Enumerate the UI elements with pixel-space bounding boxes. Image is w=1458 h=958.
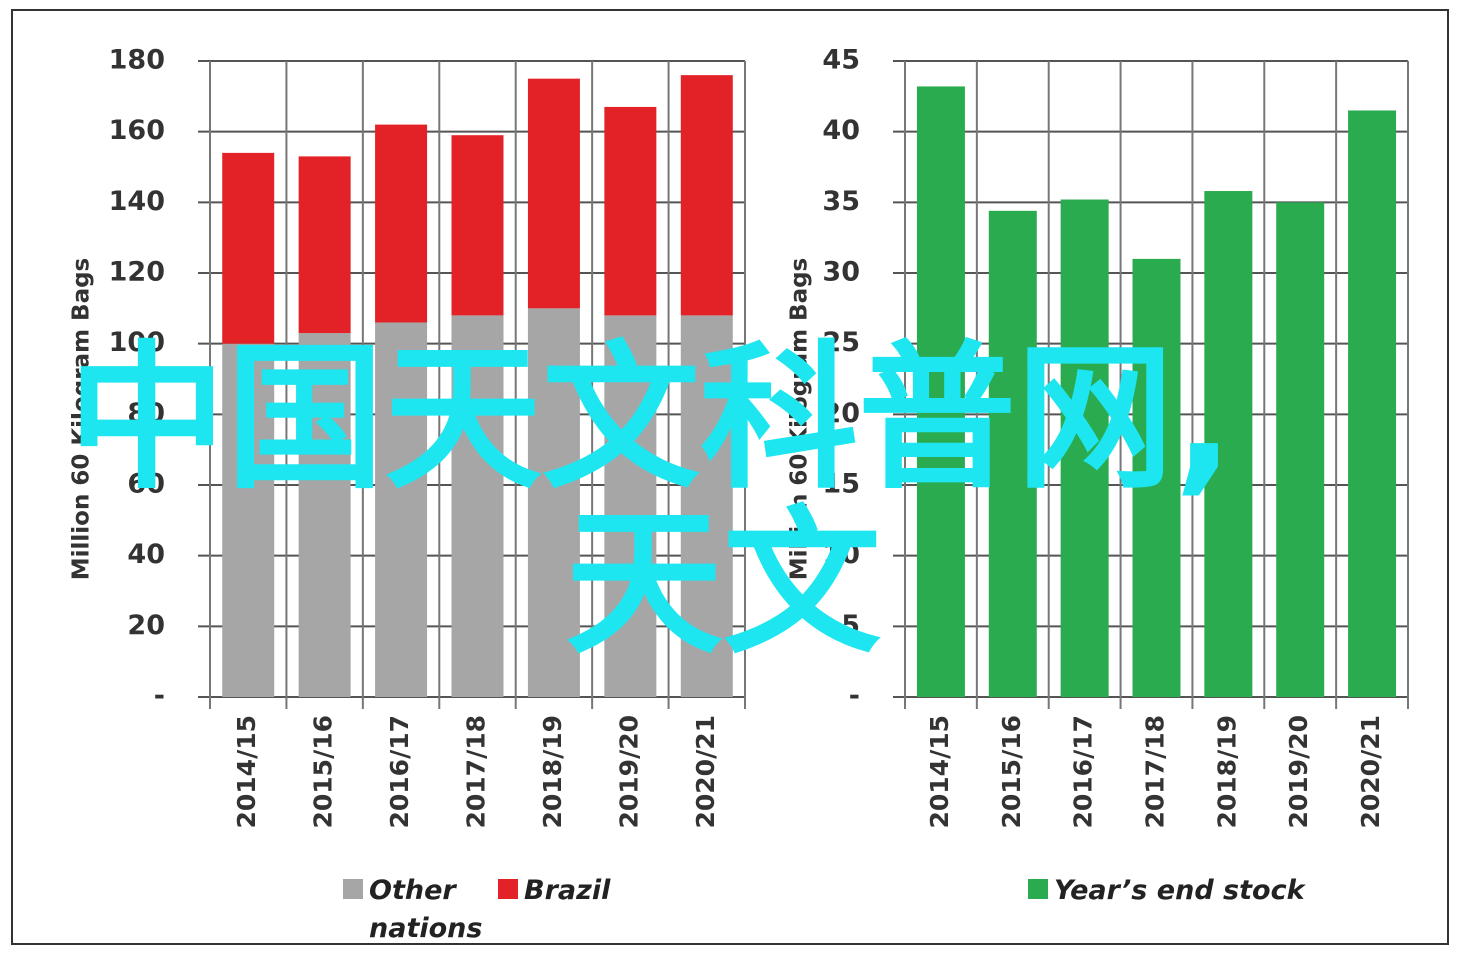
y-tick-label: 30 xyxy=(822,257,860,288)
y-tick-label: 35 xyxy=(822,186,860,217)
legend-label: Other nations xyxy=(369,875,483,944)
bar xyxy=(375,322,428,697)
bar xyxy=(680,75,733,316)
y-tick-label: 15 xyxy=(822,469,860,500)
bar xyxy=(1276,202,1325,698)
watermark: 天文 xyxy=(565,492,881,676)
bar xyxy=(916,86,965,697)
x-tick-label: 2020/21 xyxy=(691,715,720,829)
y-tick-label: 100 xyxy=(109,327,165,358)
x-tick-label: 2019/20 xyxy=(1284,715,1313,829)
bar xyxy=(604,315,657,697)
y-tick-label: 10 xyxy=(822,539,860,570)
bar xyxy=(298,333,351,697)
legend-swatch xyxy=(498,879,518,899)
bar xyxy=(375,124,428,323)
bar xyxy=(298,156,351,334)
y-axis-label: Million 60 Kilogram Bags xyxy=(787,258,813,581)
frame xyxy=(11,9,1449,945)
bar xyxy=(451,315,504,697)
y-tick-label: 120 xyxy=(109,257,165,288)
y-tick-label: 40 xyxy=(127,539,165,570)
x-tick-label: 2014/15 xyxy=(232,715,261,829)
x-tick-label: 2020/21 xyxy=(1356,715,1385,829)
y-tick-label: 5 xyxy=(841,610,860,641)
x-tick-label: 2019/20 xyxy=(614,715,643,829)
watermark: 中国天文科普网, xyxy=(68,327,1235,511)
x-tick-label: 2014/15 xyxy=(925,715,954,829)
y-tick-label: 180 xyxy=(109,45,165,76)
bar xyxy=(451,135,504,316)
y-tick-label: 140 xyxy=(109,186,165,217)
bar xyxy=(1132,258,1181,697)
y-tick-label: 160 xyxy=(109,115,165,146)
y-tick-label: 20 xyxy=(127,610,165,641)
bar xyxy=(1204,191,1253,697)
x-tick-label: 2016/17 xyxy=(1069,715,1098,829)
x-tick-label: 2018/19 xyxy=(1212,715,1241,829)
legend-label: Brazil xyxy=(524,875,611,906)
bar xyxy=(1060,199,1109,698)
x-tick-label: 2015/16 xyxy=(309,715,338,829)
y-tick-label: 25 xyxy=(822,327,860,358)
bar xyxy=(1348,110,1397,697)
bar xyxy=(527,308,580,697)
y-axis-label: Million 60 Kilogram Bags xyxy=(69,258,95,581)
y-tick-label: 40 xyxy=(822,115,860,146)
bar xyxy=(604,106,657,316)
legend-label: Year’s end stock xyxy=(1054,875,1305,906)
x-tick-label: 2017/18 xyxy=(462,715,491,829)
bar xyxy=(222,343,275,697)
y-tick-label: - xyxy=(154,681,165,712)
y-tick-label: 80 xyxy=(127,398,165,429)
bar xyxy=(222,152,275,344)
bar xyxy=(988,210,1037,697)
legend-swatch xyxy=(1028,879,1048,899)
x-tick-label: 2016/17 xyxy=(385,715,414,829)
x-tick-label: 2015/16 xyxy=(997,715,1026,829)
bar xyxy=(527,78,580,309)
y-tick-label: - xyxy=(849,681,860,712)
y-tick-label: 60 xyxy=(127,469,165,500)
bar xyxy=(680,315,733,697)
x-tick-label: 2018/19 xyxy=(538,715,567,829)
x-tick-label: 2017/18 xyxy=(1141,715,1170,829)
y-tick-label: 45 xyxy=(822,45,860,76)
y-tick-label: 20 xyxy=(822,398,860,429)
legend-swatch xyxy=(343,879,363,899)
